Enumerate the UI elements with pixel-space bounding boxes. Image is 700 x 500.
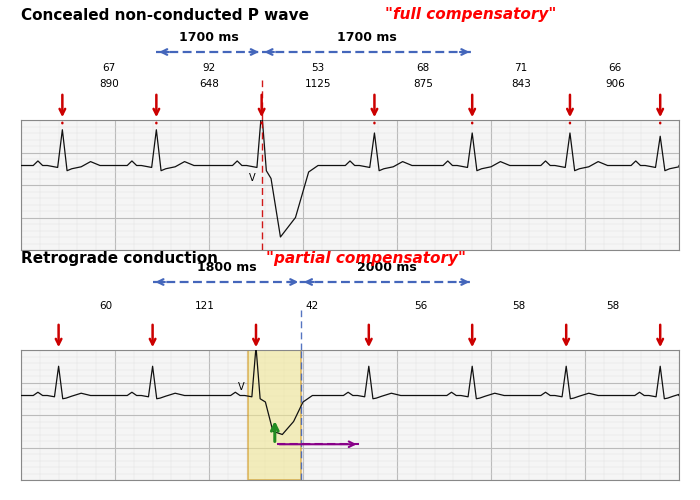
Text: 92: 92 bbox=[202, 63, 216, 73]
Text: 121: 121 bbox=[195, 301, 214, 311]
Text: 1700 ms: 1700 ms bbox=[179, 31, 239, 44]
Text: 58: 58 bbox=[607, 301, 620, 311]
Text: 1800 ms: 1800 ms bbox=[197, 261, 257, 274]
Text: 71: 71 bbox=[514, 63, 528, 73]
Text: 58: 58 bbox=[512, 301, 526, 311]
Text: 890: 890 bbox=[99, 79, 119, 89]
Text: 66: 66 bbox=[608, 63, 622, 73]
Text: 68: 68 bbox=[416, 63, 430, 73]
Text: 1125: 1125 bbox=[304, 79, 331, 89]
Text: "partial compensatory": "partial compensatory" bbox=[266, 251, 466, 266]
Text: 53: 53 bbox=[312, 63, 325, 73]
Bar bbox=[248, 350, 301, 480]
Text: V: V bbox=[237, 382, 244, 392]
Text: V: V bbox=[249, 174, 256, 184]
Text: 648: 648 bbox=[199, 79, 219, 89]
Text: 60: 60 bbox=[99, 301, 112, 311]
Text: 2000 ms: 2000 ms bbox=[357, 261, 416, 274]
Text: Retrograde conduction: Retrograde conduction bbox=[21, 251, 218, 266]
Text: 1700 ms: 1700 ms bbox=[337, 31, 397, 44]
Text: 875: 875 bbox=[414, 79, 433, 89]
Text: 56: 56 bbox=[414, 301, 427, 311]
Text: 42: 42 bbox=[306, 301, 319, 311]
Text: 843: 843 bbox=[511, 79, 531, 89]
Text: 67: 67 bbox=[103, 63, 116, 73]
Text: Concealed non-conducted P wave: Concealed non-conducted P wave bbox=[21, 8, 309, 22]
Text: 906: 906 bbox=[606, 79, 625, 89]
Text: "full compensatory": "full compensatory" bbox=[385, 8, 556, 22]
